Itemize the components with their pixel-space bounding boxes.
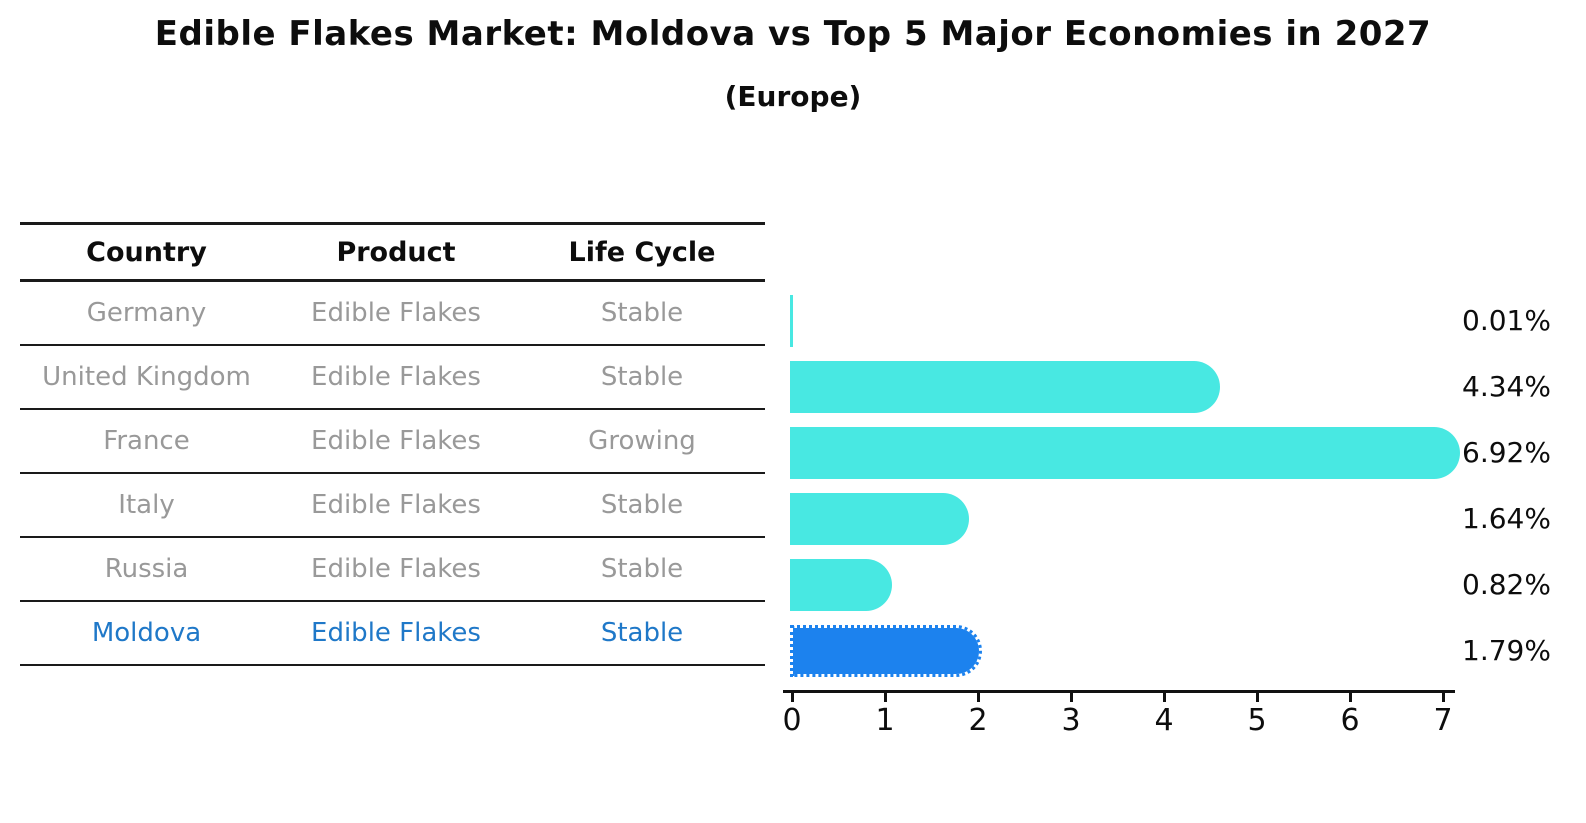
value-label: 1.64%: [1462, 502, 1551, 535]
cell-product: Edible Flakes: [311, 426, 481, 456]
tick-mark: [1348, 693, 1352, 702]
tick-mark: [976, 693, 980, 702]
cell-product: Edible Flakes: [311, 618, 481, 648]
bar-russia: [790, 559, 893, 611]
cell-lifecycle: Stable: [600, 618, 684, 648]
value-label: 0.01%: [1462, 304, 1551, 337]
chart-subtitle: (Europe): [724, 80, 862, 113]
tick-label: 7: [1433, 703, 1453, 738]
bar-row-france: 6.92%: [790, 420, 1586, 486]
value-label: 4.34%: [1462, 370, 1551, 403]
tick-mark: [790, 693, 794, 702]
table-header-row: Country Product Life Cycle: [20, 222, 765, 282]
table-row-italy: Italy Edible Flakes Stable: [20, 474, 765, 538]
cell-country: France: [103, 426, 190, 456]
tick-label: 0: [782, 703, 802, 738]
cell-country: Russia: [104, 554, 189, 584]
tick-mark: [883, 693, 887, 702]
value-label: 0.82%: [1462, 568, 1551, 601]
cell-lifecycle: Stable: [600, 554, 684, 584]
data-table: Country Product Life Cycle Germany Edibl…: [20, 222, 765, 666]
cell-lifecycle: Stable: [600, 298, 684, 328]
table-row-france: France Edible Flakes Growing: [20, 410, 765, 474]
bar-united-kingdom: [790, 361, 1220, 413]
table-row-russia: Russia Edible Flakes Stable: [20, 538, 765, 602]
tick-label: 6: [1340, 703, 1360, 738]
column-header-lifecycle: Life Cycle: [568, 236, 716, 268]
cell-country: Germany: [86, 298, 207, 328]
bar-row-moldova: 1.79%: [790, 618, 1586, 684]
bar-france: [790, 427, 1460, 479]
cell-lifecycle: Stable: [600, 490, 684, 520]
bar-row-germany: 0.01%: [790, 288, 1586, 354]
cell-country: United Kingdom: [42, 362, 251, 392]
tick-label: 3: [1061, 703, 1081, 738]
column-header-country: Country: [86, 236, 207, 268]
cell-product: Edible Flakes: [311, 362, 481, 392]
tick-mark: [1162, 693, 1166, 702]
cell-lifecycle: Stable: [600, 362, 684, 392]
bar-germany: [790, 295, 793, 347]
bar-row-italy: 1.64%: [790, 486, 1586, 552]
cell-lifecycle: Growing: [588, 426, 696, 456]
table-row-germany: Germany Edible Flakes Stable: [20, 282, 765, 346]
cell-country: Moldova: [91, 618, 202, 648]
x-axis: 0 1 2 3 4 5 6 7: [782, 690, 1455, 738]
bar-chart: 0.01% 4.34% 6.92% 1.64% 0.82% 1.79%: [790, 288, 1586, 684]
bar-moldova-highlight: [790, 625, 983, 677]
tick-mark: [1255, 693, 1259, 702]
cell-country: Italy: [118, 490, 175, 520]
tick-label: 5: [1247, 703, 1267, 738]
bar-row-united-kingdom: 4.34%: [790, 354, 1586, 420]
tick-mark: [1069, 693, 1073, 702]
value-label: 1.79%: [1462, 634, 1551, 667]
bar-italy: [790, 493, 969, 545]
column-header-product: Product: [336, 236, 456, 268]
tick-label: 2: [968, 703, 988, 738]
chart-title: Edible Flakes Market: Moldova vs Top 5 M…: [154, 14, 1432, 54]
bar-row-russia: 0.82%: [790, 552, 1586, 618]
tick-mark: [1441, 693, 1445, 702]
cell-product: Edible Flakes: [311, 554, 481, 584]
table-row-moldova: Moldova Edible Flakes Stable: [20, 602, 765, 666]
value-label: 6.92%: [1462, 436, 1551, 469]
tick-label: 4: [1154, 703, 1174, 738]
tick-label: 1: [875, 703, 895, 738]
cell-product: Edible Flakes: [311, 490, 481, 520]
table-row-united-kingdom: United Kingdom Edible Flakes Stable: [20, 346, 765, 410]
cell-product: Edible Flakes: [311, 298, 481, 328]
